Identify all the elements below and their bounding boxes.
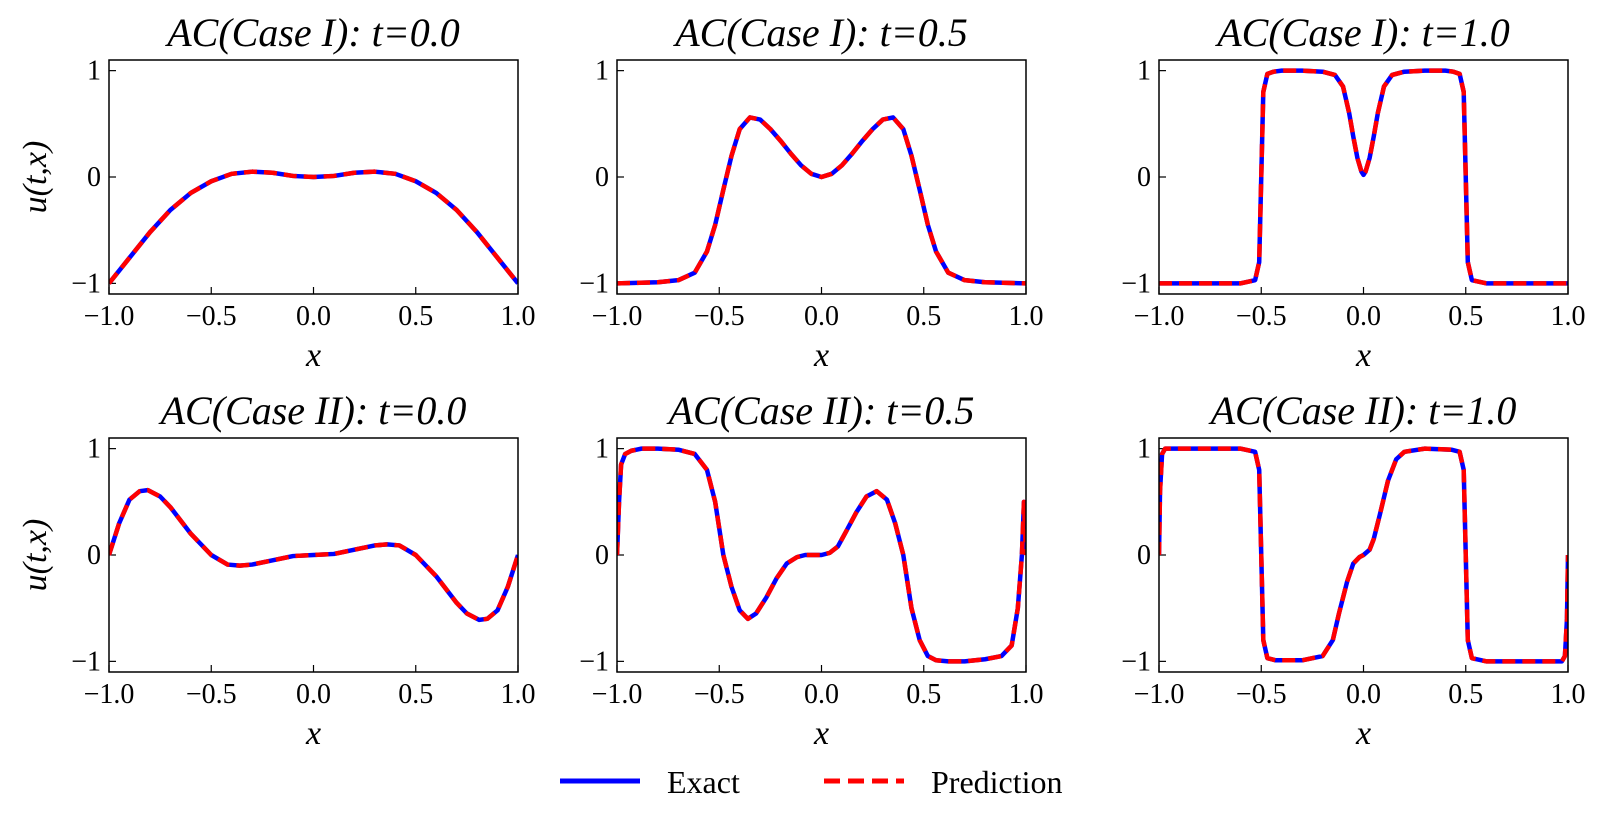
x-tick-label: −0.5	[186, 301, 237, 332]
series-line-exact	[1159, 68, 1568, 286]
x-tick-label: 0.0	[1346, 301, 1381, 332]
x-tick-label: −0.5	[1236, 301, 1287, 332]
x-tick-label: −1.0	[84, 679, 135, 710]
x-tick-label: 0.0	[296, 679, 331, 710]
x-tick-label: −0.5	[186, 679, 237, 710]
x-tick-label: 0.5	[398, 679, 433, 710]
subplot-title: AC(Case II): t=0.5	[666, 388, 975, 433]
subplot-title: AC(Case I): t=1.0	[1214, 10, 1510, 55]
x-tick-label: −0.5	[1236, 679, 1287, 710]
legend: Exact Prediction	[560, 764, 1063, 800]
y-axis-label: u(t,x)	[17, 141, 54, 214]
subplot-4: AC(Case II): t=0.0 −1.0 −0.5 0.0 0.5 1.0 −1 0 1 x…	[17, 388, 536, 752]
series-line-prediction	[617, 446, 1026, 664]
x-tick-label: −1.0	[84, 301, 135, 332]
subplot-title: AC(Case II): t=1.0	[1208, 388, 1517, 433]
y-tick-label: −1	[579, 646, 609, 677]
y-tick-label: 1	[87, 56, 101, 87]
legend-label-prediction: Prediction	[931, 764, 1063, 800]
legend-label-exact: Exact	[667, 764, 740, 800]
x-tick-label: 0.0	[804, 679, 839, 710]
y-tick-label: 1	[1137, 56, 1151, 87]
y-tick-label: −1	[1121, 268, 1151, 299]
subplot-6: AC(Case II): t=1.0 −1.0 −0.5 0.0 0.5 1.0 −1 0 1 x	[1121, 388, 1585, 752]
x-tick-label: 1.0	[501, 679, 536, 710]
x-tick-label: 0.5	[398, 301, 433, 332]
x-axis-label: x	[1355, 715, 1371, 752]
series-line-exact	[109, 169, 518, 285]
axes-frame	[616, 437, 1027, 673]
y-tick-label: 1	[595, 434, 609, 465]
y-tick-label: −1	[579, 268, 609, 299]
y-tick-label: 1	[1137, 434, 1151, 465]
x-axis-label: x	[305, 715, 321, 752]
x-axis-label: x	[305, 337, 321, 374]
series-line-prediction	[617, 115, 1026, 286]
series-line-prediction	[109, 169, 518, 285]
y-tick-label: −1	[71, 268, 101, 299]
subplot-3: AC(Case I): t=1.0 −1.0 −0.5 0.0 0.5 1.0 −1 0 1 x	[1121, 10, 1585, 374]
x-tick-label: 0.5	[906, 679, 941, 710]
x-tick-label: −0.5	[694, 679, 745, 710]
y-tick-label: 0	[1137, 162, 1151, 193]
y-tick-label: 1	[87, 434, 101, 465]
axes-frame	[108, 437, 519, 673]
x-axis-label: x	[813, 715, 829, 752]
series-line-prediction	[109, 487, 518, 623]
series-line-exact	[617, 446, 1026, 664]
subplot-1: AC(Case I): t=0.0 −1.0 −0.5 0.0 0.5 1.0 −1 0 1 x u…	[17, 10, 536, 374]
y-tick-label: 0	[87, 162, 101, 193]
y-tick-label: 0	[595, 540, 609, 571]
x-tick-label: 1.0	[501, 301, 536, 332]
y-tick-label: 0	[87, 540, 101, 571]
subplot-title: AC(Case II): t=0.0	[158, 388, 467, 433]
axes-frame	[616, 59, 1027, 295]
subplot-5: AC(Case II): t=0.5 −1.0 −0.5 0.0 0.5 1.0 −1 0 1 x	[579, 388, 1043, 752]
y-tick-label: 0	[1137, 540, 1151, 571]
x-axis-label: x	[813, 337, 829, 374]
x-tick-label: −1.0	[592, 679, 643, 710]
subplot-title: AC(Case I): t=0.5	[672, 10, 968, 55]
x-tick-label: 0.0	[296, 301, 331, 332]
axes-frame	[1158, 59, 1569, 295]
y-axis-label: u(t,x)	[17, 519, 54, 592]
series-line-prediction	[1159, 446, 1568, 664]
x-tick-label: 0.5	[1448, 301, 1483, 332]
x-tick-label: 1.0	[1551, 679, 1586, 710]
axes-frame	[1158, 437, 1569, 673]
subplot-title: AC(Case I): t=0.0	[164, 10, 460, 55]
y-tick-label: 0	[595, 162, 609, 193]
series-line-exact	[617, 115, 1026, 286]
x-tick-label: 1.0	[1009, 679, 1044, 710]
subplot-2: AC(Case I): t=0.5 −1.0 −0.5 0.0 0.5 1.0 −1 0 1 x	[579, 10, 1043, 374]
y-tick-label: −1	[71, 646, 101, 677]
axes-frame	[108, 59, 519, 295]
x-tick-label: 0.0	[1346, 679, 1381, 710]
x-tick-label: 1.0	[1551, 301, 1586, 332]
y-tick-label: 1	[595, 56, 609, 87]
y-tick-label: −1	[1121, 646, 1151, 677]
x-tick-label: −1.0	[1134, 679, 1185, 710]
panels-group: AC(Case I): t=0.0 −1.0 −0.5 0.0 0.5 1.0 −1 0 1 x u…	[17, 10, 1586, 752]
x-tick-label: 0.5	[1448, 679, 1483, 710]
x-tick-label: 0.5	[906, 301, 941, 332]
x-tick-label: 0.0	[804, 301, 839, 332]
x-tick-label: 1.0	[1009, 301, 1044, 332]
x-tick-label: −0.5	[694, 301, 745, 332]
x-tick-label: −1.0	[1134, 301, 1185, 332]
x-tick-label: −1.0	[592, 301, 643, 332]
x-axis-label: x	[1355, 337, 1371, 374]
